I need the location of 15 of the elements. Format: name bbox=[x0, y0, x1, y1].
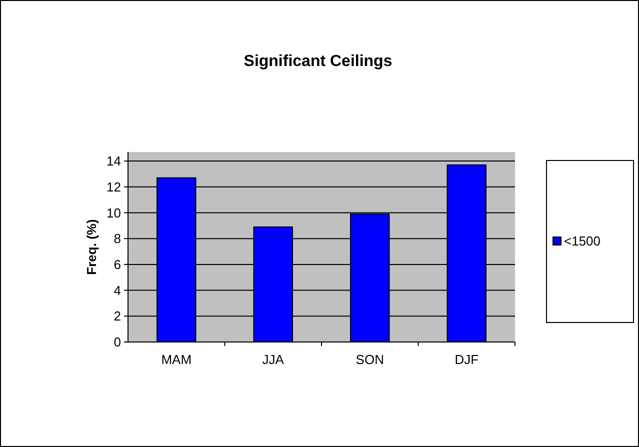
y-tick-label: 0 bbox=[114, 334, 121, 350]
y-tick-label: 8 bbox=[114, 231, 121, 246]
y-tick-label: 10 bbox=[106, 205, 121, 220]
x-tick-label: DJF bbox=[454, 352, 479, 367]
y-tick-label: 4 bbox=[114, 282, 121, 298]
y-tick-label: 14 bbox=[106, 154, 121, 169]
y-tick-label: 12 bbox=[106, 179, 121, 194]
y-tick-label: 6 bbox=[114, 257, 121, 272]
y-tick-label: 2 bbox=[114, 308, 121, 324]
chart-title: Significant Ceilings bbox=[244, 53, 392, 70]
x-tick-label: MAM bbox=[161, 352, 192, 367]
x-tick-label: JJA bbox=[262, 352, 284, 367]
legend-label: <1500 bbox=[564, 234, 601, 249]
y-axis-title: Freq. (%) bbox=[84, 219, 99, 275]
x-tick-label: SON bbox=[356, 352, 384, 367]
